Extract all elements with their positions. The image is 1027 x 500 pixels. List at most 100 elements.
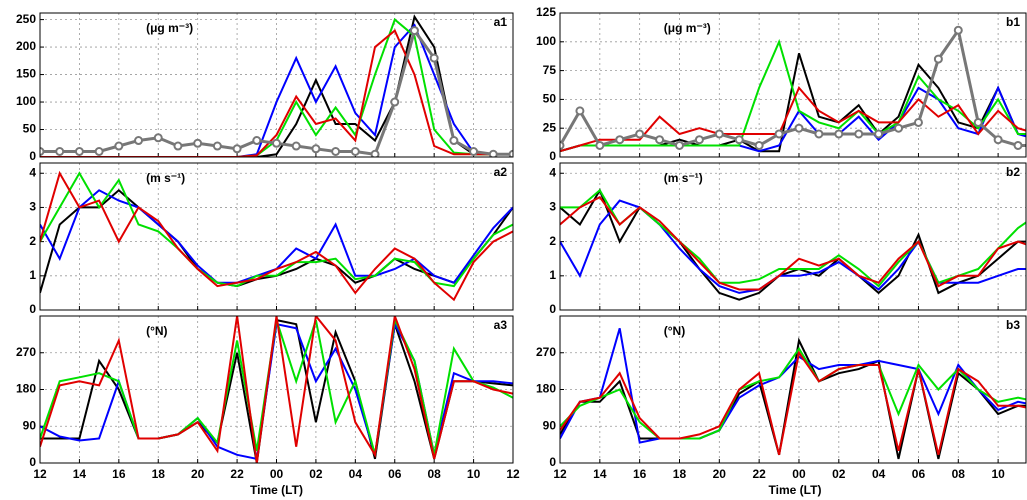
data-point	[114, 141, 124, 151]
y-tick-label: 250	[16, 12, 36, 26]
data-point	[469, 147, 479, 157]
y-tick-label: 180	[536, 382, 556, 396]
data-point	[449, 136, 459, 146]
y-tick-label: 180	[16, 382, 36, 396]
data-point	[993, 135, 1003, 145]
x-tick-label: 20	[713, 467, 727, 481]
panel-label: a2	[494, 165, 508, 179]
data-line	[40, 23, 513, 157]
plot-frame	[559, 12, 1027, 158]
data-point	[331, 147, 341, 157]
plot-frame	[39, 162, 514, 311]
panel: 0 50 100 150 200 250 (μg m⁻³) a1	[16, 12, 514, 163]
x-tick-label: 06	[388, 467, 402, 481]
unit-label: (°N)	[146, 324, 167, 338]
data-point	[173, 141, 183, 151]
x-tick-label: 14	[593, 467, 607, 481]
data-point	[595, 140, 605, 150]
plot-area	[560, 25, 1026, 153]
panel-label: b3	[1006, 318, 1020, 332]
y-tick-label: 100	[536, 34, 556, 48]
unit-label: (m s⁻¹)	[664, 171, 703, 185]
data-line	[40, 14, 513, 157]
data-point	[232, 144, 242, 154]
x-tick-label: 02	[832, 467, 846, 481]
unit-label: (μg m⁻³)	[146, 21, 193, 35]
x-tick-label: 02	[309, 467, 323, 481]
data-point	[1013, 140, 1023, 150]
data-line	[560, 195, 1026, 291]
y-tick-label: 100	[16, 94, 36, 108]
data-point	[291, 141, 301, 151]
x-axis-title: Time (LT)	[769, 483, 822, 497]
data-point	[429, 53, 439, 63]
panel-label: a3	[494, 318, 508, 332]
x-tick-label: 18	[673, 467, 687, 481]
data-point	[754, 140, 764, 150]
plot-area	[560, 188, 1026, 301]
plot-area	[40, 14, 513, 157]
x-tick-label: 14	[73, 467, 87, 481]
y-tick-label: 125	[536, 5, 556, 19]
data-point	[774, 129, 784, 139]
data-point	[953, 25, 963, 35]
x-tick-label: 16	[633, 467, 647, 481]
x-tick-label: 20	[191, 467, 205, 481]
x-tick-label: 12	[506, 467, 520, 481]
plot-area	[560, 328, 1026, 460]
data-point	[409, 26, 419, 36]
data-point	[508, 149, 513, 157]
plot-frame	[559, 315, 1027, 464]
data-line	[560, 86, 1026, 153]
x-tick-label: 18	[152, 467, 166, 481]
x-tick-label: 16	[112, 467, 126, 481]
y-tick-label: 0	[29, 455, 36, 469]
y-tick-label: 0	[549, 149, 556, 163]
data-point	[894, 123, 904, 133]
x-axis-title: Time (LT)	[250, 483, 303, 497]
data-point	[973, 117, 983, 127]
data-point	[655, 135, 665, 145]
data-point	[814, 129, 824, 139]
data-point	[488, 149, 498, 157]
y-tick-label: 1	[29, 268, 36, 282]
x-tick-label: 12	[33, 467, 47, 481]
data-point	[635, 129, 645, 139]
panel-label: b2	[1006, 165, 1020, 179]
y-tick-label: 75	[543, 63, 557, 77]
data-point	[714, 129, 724, 139]
x-tick-label: 00	[792, 467, 806, 481]
data-point	[874, 129, 884, 139]
data-point	[560, 140, 565, 150]
data-point	[311, 144, 321, 154]
data-point	[933, 54, 943, 64]
y-tick-label: 3	[29, 200, 36, 214]
data-point	[834, 129, 844, 139]
data-point	[94, 147, 104, 157]
data-point	[913, 117, 923, 127]
data-line	[40, 170, 513, 302]
x-tick-label: 08	[427, 467, 441, 481]
unit-label: (μg m⁻³)	[664, 21, 711, 35]
data-point	[212, 141, 222, 151]
x-tick-label: 06	[912, 467, 926, 481]
y-tick-label: 0	[549, 455, 556, 469]
data-point	[153, 133, 163, 143]
panel: 0 25 50 75 100 125 (μg m⁻³) b1	[536, 5, 1027, 163]
plot-frame	[559, 162, 1027, 311]
x-tick-label: 22	[230, 467, 244, 481]
data-point	[615, 135, 625, 145]
y-tick-label: 270	[536, 345, 556, 359]
y-tick-label: 90	[23, 418, 37, 432]
data-point	[575, 106, 585, 116]
x-tick-label: 10	[467, 467, 481, 481]
data-point	[694, 135, 704, 145]
data-point	[794, 123, 804, 133]
panel-label: b1	[1006, 15, 1020, 29]
y-tick-label: 200	[16, 39, 36, 53]
panel-label: a1	[494, 15, 508, 29]
data-line	[40, 28, 513, 157]
y-tick-label: 1	[549, 268, 556, 282]
y-tick-label: 0	[29, 149, 36, 163]
